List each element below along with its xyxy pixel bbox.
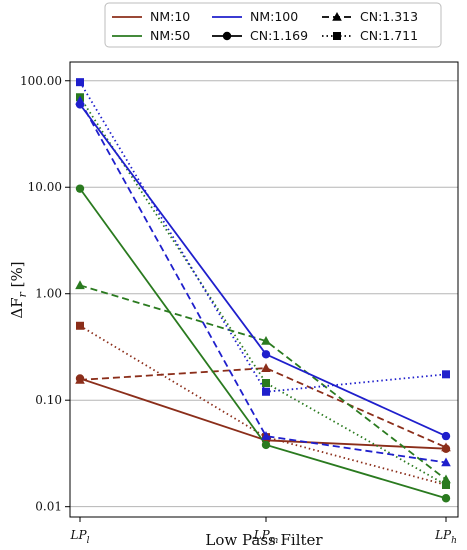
x-tick-label-main: LP [253, 528, 271, 542]
data-point-4-1 [75, 184, 85, 193]
y-tick-label-3: 10.00 [28, 180, 62, 194]
grid-lines [70, 80, 458, 508]
x-tick-label-subscript: h [451, 536, 457, 546]
y-axis-title: ΔFr [%] [8, 261, 29, 318]
data-point-9-2 [262, 387, 270, 396]
x-tick-label-subscript: l [87, 536, 90, 546]
series-9 [76, 78, 450, 396]
x-tick-label-2: LPh [434, 528, 457, 546]
data-point-8-3 [441, 457, 451, 467]
data-point-3-1 [76, 321, 84, 330]
data-point-2-2 [261, 363, 271, 372]
series-4 [75, 184, 451, 503]
data-point-5-1 [75, 280, 85, 290]
legend-item-2: NM:50 [112, 28, 190, 43]
x-tick-label-subscript: m [270, 536, 279, 546]
data-point-2-1 [75, 374, 85, 384]
y-tick-label-4: 100.00 [20, 74, 62, 88]
series-2 [75, 363, 451, 452]
data-point-5-2 [261, 335, 271, 345]
legend-label: CN:1.711 [360, 28, 418, 43]
data-point-7-3 [441, 431, 451, 441]
data-point-8-2 [261, 431, 271, 440]
x-tick-label-0: LPl [70, 528, 90, 546]
legend-label: NM:50 [150, 28, 190, 43]
legend-marker [333, 32, 341, 40]
x-tick-label-1: LPm [253, 528, 279, 546]
data-point-9-3 [442, 370, 450, 379]
legend-box [104, 2, 442, 48]
series-line-9 [79, 81, 447, 393]
legend-label: CN:1.169 [250, 28, 308, 43]
legend-label: CN:1.313 [360, 9, 418, 24]
legend-label: NM:100 [250, 9, 298, 24]
x-axis-title: Low Pass Filter [205, 531, 323, 549]
data-series [75, 78, 451, 503]
legend-item-6: CN:1.711 [322, 28, 418, 43]
data-point-6-2 [262, 379, 270, 388]
legend: NM:10 NM:50 NM:100 CN:1.169 CN:1.313 CN:1.711 [104, 2, 442, 48]
plot-area-frame [69, 61, 459, 518]
y-axis-title-subscript: r [16, 291, 29, 297]
legend-label: NM:10 [150, 9, 190, 24]
x-tick-label-main: LP [70, 528, 88, 542]
y-axis: 0.01 0.10 1.00 10.00 100.00 [20, 74, 70, 514]
data-point-7-2 [261, 350, 271, 359]
y-axis-title-main: ΔF [8, 297, 26, 318]
data-point-4-2 [261, 440, 271, 450]
series-line-5 [79, 284, 447, 481]
legend-item-3: NM:100 [212, 9, 298, 24]
y-tick-label-2: 1.00 [35, 287, 62, 301]
x-axis: LPl LPm LPh [70, 517, 457, 546]
data-point-2-3 [441, 442, 451, 452]
data-point-8-1 [75, 95, 85, 105]
series-8 [75, 95, 451, 467]
series-3 [76, 321, 450, 489]
y-tick-label-1: 0.10 [35, 393, 62, 407]
legend-marker [332, 12, 342, 21]
y-tick-label-0: 0.01 [35, 500, 62, 514]
data-point-4-3 [441, 494, 451, 503]
series-line-8 [79, 100, 447, 464]
legend-item-1: NM:10 [112, 9, 190, 24]
legend-item-5: CN:1.313 [322, 9, 418, 24]
x-tick-label-main: LP [434, 528, 452, 542]
data-point-9-1 [76, 78, 84, 87]
series-line-6 [79, 96, 447, 486]
legend-marker [222, 31, 232, 41]
legend-item-4: CN:1.169 [212, 28, 308, 43]
data-point-6-3 [442, 480, 450, 489]
y-axis-title-unit: [%] [8, 261, 26, 292]
